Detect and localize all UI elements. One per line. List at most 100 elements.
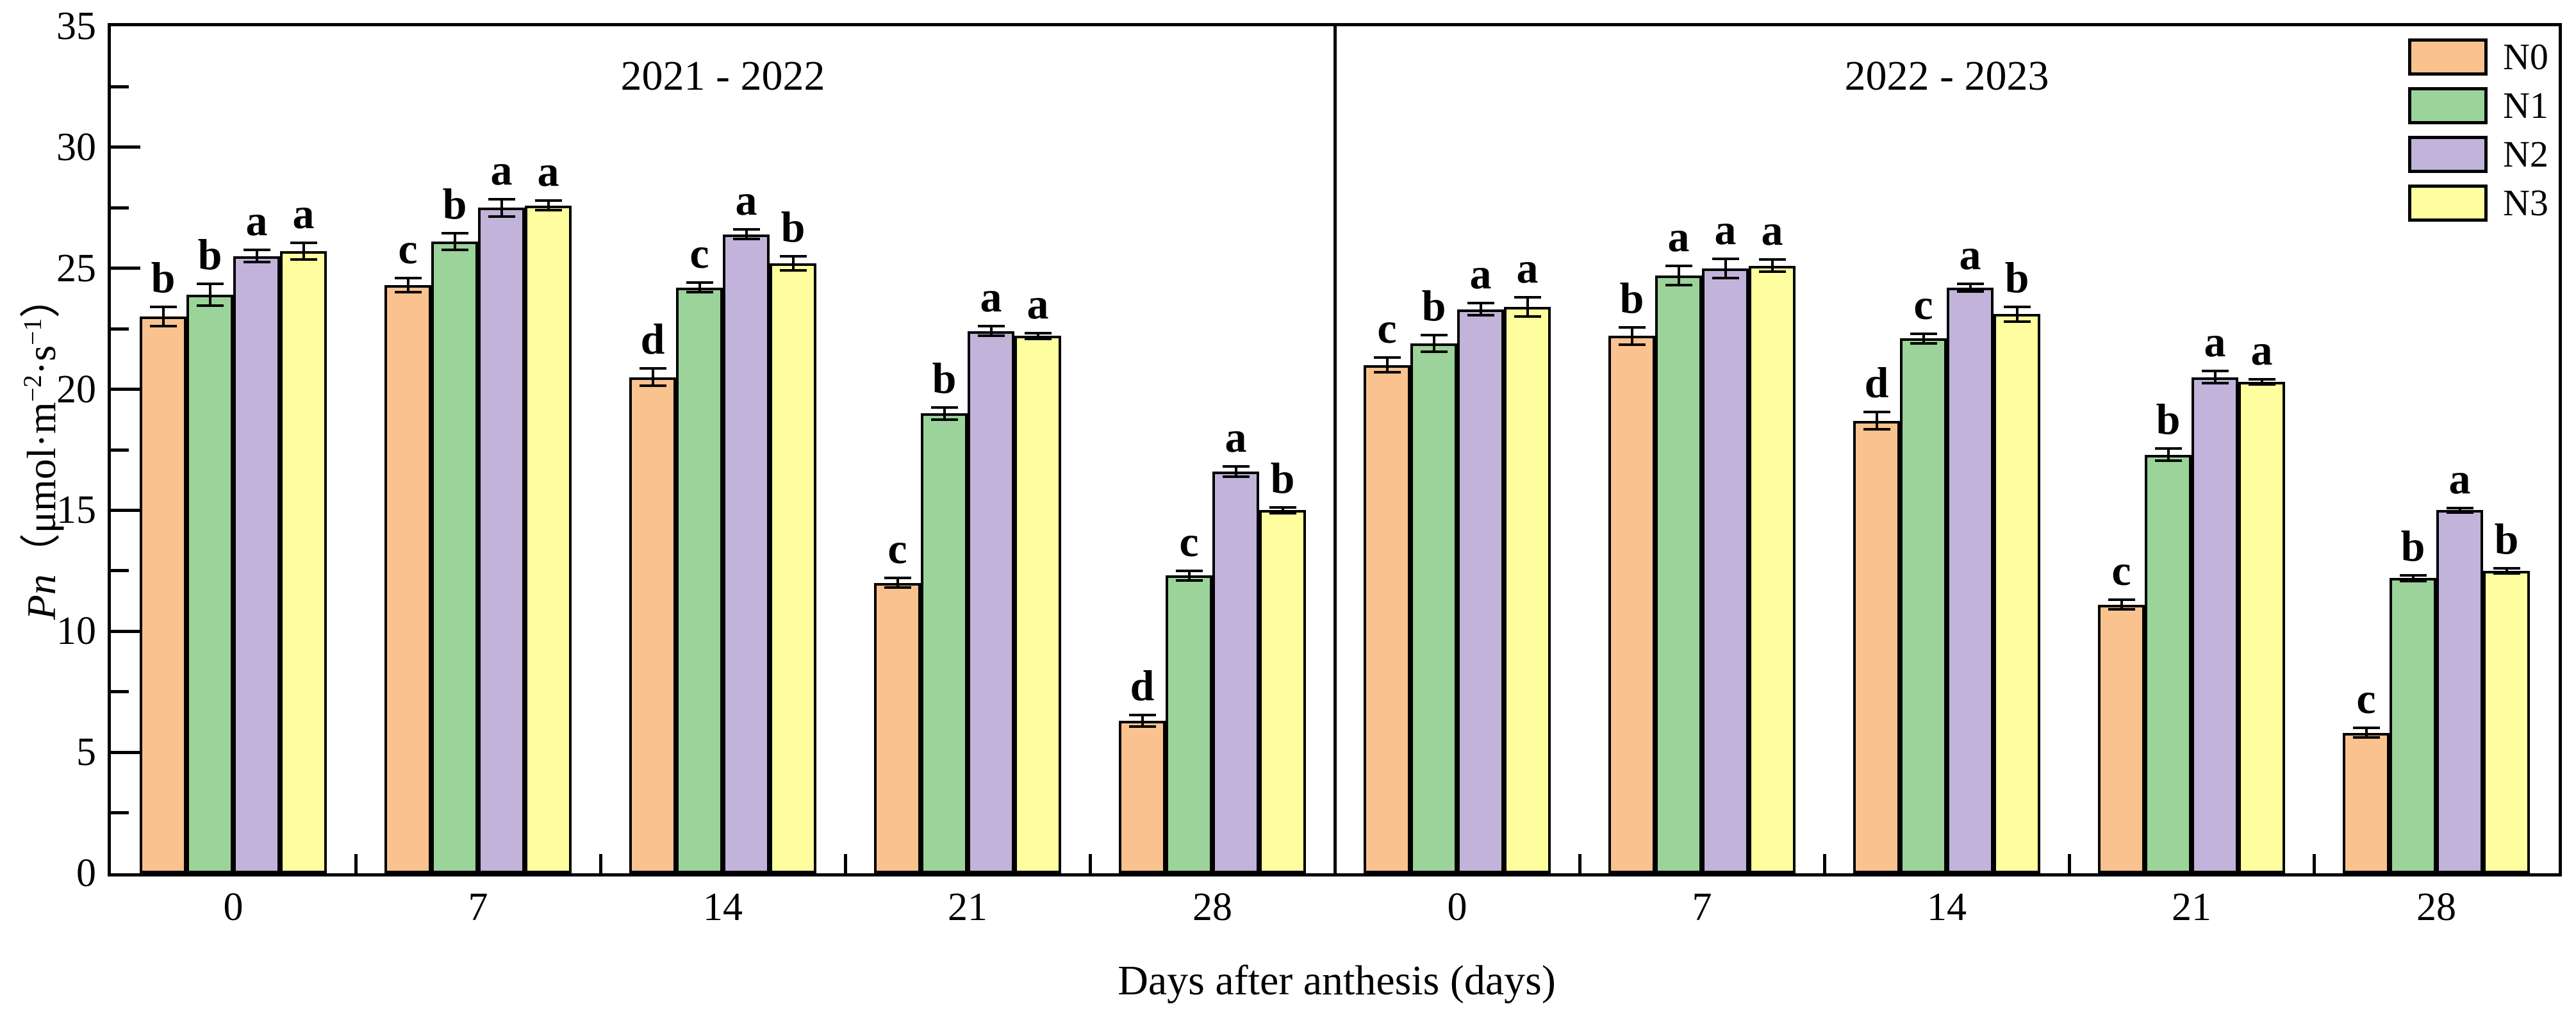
error-bar-cap: [1373, 356, 1401, 359]
sig-letter: a: [1027, 279, 1049, 328]
sig-letter: b: [442, 179, 467, 228]
y-tick-label: 30: [56, 125, 96, 169]
bar-N0: [140, 317, 186, 873]
y-tick-label: 10: [56, 609, 96, 654]
panel-title-left: 2021 - 2022: [620, 53, 825, 99]
sig-letter: b: [2494, 514, 2519, 564]
error-bar-cap: [2352, 736, 2380, 739]
error-bar-cap: [2493, 572, 2520, 575]
error-bar: [1187, 570, 1191, 580]
error-bar-cap: [930, 406, 958, 409]
x-minor-tick: [843, 854, 847, 873]
error-bar: [255, 250, 258, 263]
y-minor-tick: [111, 85, 129, 88]
bar-N0: [384, 285, 431, 873]
sig-letter: b: [197, 230, 222, 279]
sig-letter: a: [1714, 204, 1737, 254]
error-bar-cap: [1514, 315, 1541, 318]
legend-swatch-N2: [2408, 136, 2488, 173]
panel-title-right: 2022 - 2023: [1844, 53, 2049, 99]
bar-N3: [770, 263, 816, 873]
y-tick-label: 35: [56, 4, 96, 48]
error-bar-cap: [2446, 511, 2473, 514]
error-bar-cap: [732, 238, 760, 241]
sig-letter: c: [398, 224, 418, 273]
y-axis-sup-b: −1: [18, 318, 47, 345]
error-bar-cap: [2154, 459, 2182, 462]
error-bar-cap: [534, 199, 562, 202]
y-minor-tick: [111, 327, 129, 331]
error-bar: [1724, 258, 1727, 278]
bar-N3: [2238, 382, 2285, 873]
legend-item-N3: N3: [2408, 183, 2548, 223]
error-bar: [2458, 507, 2461, 513]
sig-letter: d: [1864, 358, 1889, 407]
bar-N1: [676, 287, 723, 873]
legend-item-N0: N0: [2408, 37, 2548, 77]
x-tick-label: 7: [468, 885, 488, 929]
sig-letter: b: [151, 253, 176, 302]
y-tick-label: 25: [56, 246, 96, 290]
error-bar-cap: [1420, 350, 1448, 354]
x-minor-tick: [1822, 854, 1826, 873]
error-bar: [1432, 334, 1435, 352]
x-tick-label: 28: [1193, 885, 1232, 929]
error-bar-cap: [1467, 314, 1494, 317]
y-major-tick: [111, 629, 140, 633]
error-bar-cap: [1712, 257, 1739, 260]
sig-letter: c: [2356, 674, 2376, 723]
y-minor-tick: [111, 690, 129, 694]
bar-N0: [874, 582, 921, 873]
bar-N2: [2436, 510, 2483, 873]
error-bar: [2365, 728, 2368, 738]
sig-letter: c: [888, 524, 907, 573]
bar-N2: [1212, 471, 1259, 873]
bar-N2: [1947, 287, 1994, 873]
x-tick-label: 0: [1447, 885, 1467, 929]
x-minor-tick: [599, 854, 602, 873]
error-bar-cap: [1024, 338, 1052, 340]
error-bar-cap: [488, 198, 515, 201]
sig-letter: b: [1421, 281, 1446, 330]
error-bar: [302, 243, 305, 260]
error-bar-cap: [1373, 371, 1401, 374]
bar-N0: [2343, 732, 2390, 873]
legend-item-N1: N1: [2408, 86, 2548, 126]
bar-N1: [1655, 276, 1702, 873]
error-bar-cap: [686, 281, 713, 284]
error-bar-cap: [1758, 258, 1786, 261]
sig-letter: a: [2204, 317, 2226, 366]
error-bar-cap: [1618, 343, 1646, 346]
y-minor-tick: [111, 206, 129, 210]
error-bar: [1875, 412, 1878, 429]
error-bar-cap: [779, 269, 807, 272]
error-bar-cap: [441, 231, 468, 234]
error-bar: [1630, 327, 1633, 345]
x-minor-tick: [1578, 854, 1581, 873]
error-bar-cap: [930, 418, 958, 421]
bar-N1: [1410, 343, 1457, 873]
x-tick-label: 0: [223, 885, 244, 929]
x-axis-title: Days after anthesis (days): [1118, 957, 1556, 1004]
error-bar: [2260, 379, 2263, 384]
error-bar-cap: [639, 384, 666, 387]
error-bar-cap: [290, 242, 317, 245]
error-bar-cap: [243, 261, 270, 264]
error-bar-cap: [1910, 341, 1937, 345]
bar-N2: [233, 256, 280, 873]
error-bar-cap: [1175, 569, 1203, 572]
bar-N2: [723, 234, 770, 873]
error-bar-cap: [2003, 320, 2031, 323]
error-bar-cap: [2446, 506, 2473, 509]
bar-N1: [1166, 575, 1212, 873]
sig-letter: a: [1469, 249, 1492, 299]
error-bar: [1677, 265, 1680, 286]
error-bar: [896, 578, 899, 588]
error-bar: [1036, 333, 1039, 339]
error-bar-cap: [1128, 713, 1156, 716]
sig-letter: a: [1959, 230, 1981, 279]
bar-N0: [629, 377, 676, 873]
y-major-tick: [111, 388, 140, 391]
error-bar: [651, 368, 654, 386]
